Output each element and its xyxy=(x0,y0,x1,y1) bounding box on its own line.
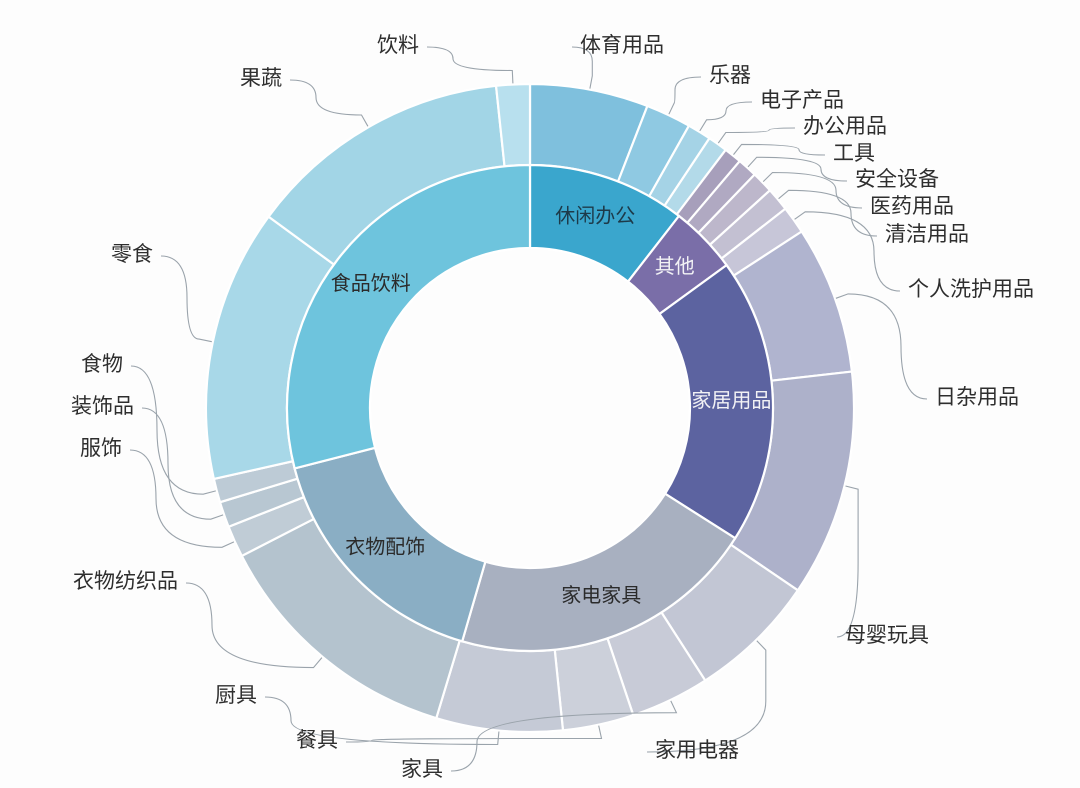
leader-line-衣物纺织品 xyxy=(185,582,323,669)
leader-line-果蔬 xyxy=(289,79,369,127)
callout-label-家具: 家具 xyxy=(401,758,443,781)
leader-line-家具 xyxy=(450,700,678,772)
callout-label-零食: 零食 xyxy=(111,243,153,266)
callout-label-日杂用品: 日杂用品 xyxy=(935,386,1019,409)
leader-line-日杂用品 xyxy=(835,293,928,400)
segment-label-食品饮料: 食品饮料 xyxy=(331,272,411,295)
callout-label-厨具: 厨具 xyxy=(215,684,257,707)
sunburst-segment-食品饮料[interactable] xyxy=(285,163,532,470)
leader-line-电子产品 xyxy=(699,101,753,132)
leader-line-工具 xyxy=(733,143,826,156)
callout-label-乐器: 乐器 xyxy=(709,64,751,87)
callout-label-果蔬: 果蔬 xyxy=(240,67,282,90)
callout-label-办公用品: 办公用品 xyxy=(803,115,887,138)
leader-line-饮料 xyxy=(426,46,514,84)
leader-line-个人洗护用品 xyxy=(794,211,901,292)
callout-label-医药用品: 医药用品 xyxy=(870,195,954,218)
leader-line-装饰品 xyxy=(141,407,224,520)
leader-line-医药用品 xyxy=(762,171,863,209)
segment-label-家居用品: 家居用品 xyxy=(691,389,771,412)
callout-label-家用电器: 家用电器 xyxy=(655,739,739,762)
callout-label-安全设备: 安全设备 xyxy=(855,168,939,191)
leader-line-母婴玩具 xyxy=(836,485,859,638)
callout-label-衣物纺织品: 衣物纺织品 xyxy=(73,570,178,593)
leader-line-安全设备 xyxy=(747,156,848,182)
callout-label-清洁用品: 清洁用品 xyxy=(885,223,969,246)
leader-line-餐具 xyxy=(345,725,603,743)
callout-label-装饰品: 装饰品 xyxy=(71,395,134,418)
segment-label-家电家具: 家电家具 xyxy=(561,584,641,607)
leader-line-乐器 xyxy=(668,76,702,115)
callout-label-饮料: 饮料 xyxy=(377,34,419,57)
outer-ring-group xyxy=(204,82,856,734)
leader-line-办公用品 xyxy=(717,127,796,144)
callout-label-电子产品: 电子产品 xyxy=(760,89,844,112)
leader-line-厨具 xyxy=(264,696,500,746)
segment-label-衣物配饰: 衣物配饰 xyxy=(345,536,425,559)
callout-label-服饰: 服饰 xyxy=(80,437,122,460)
leader-line-体育用品 xyxy=(571,46,593,89)
segment-label-休闲办公: 休闲办公 xyxy=(555,205,635,228)
callout-label-工具: 工具 xyxy=(833,142,875,165)
leader-line-零食 xyxy=(160,255,212,343)
leader-line-家用电器 xyxy=(646,640,767,753)
leader-line-服饰 xyxy=(129,449,235,548)
callout-label-个人洗护用品: 个人洗护用品 xyxy=(908,278,1034,301)
segment-label-其他: 其他 xyxy=(655,255,695,278)
leader-lines xyxy=(129,46,928,772)
sunburst-segment-家电家具[interactable] xyxy=(460,492,737,653)
callout-label-食物: 食物 xyxy=(81,353,123,376)
callout-label-体育用品: 体育用品 xyxy=(580,34,664,57)
callout-label-母婴玩具: 母婴玩具 xyxy=(845,624,929,647)
leader-line-食物 xyxy=(130,365,216,495)
leader-line-清洁用品 xyxy=(778,189,878,237)
callout-label-餐具: 餐具 xyxy=(296,729,338,752)
